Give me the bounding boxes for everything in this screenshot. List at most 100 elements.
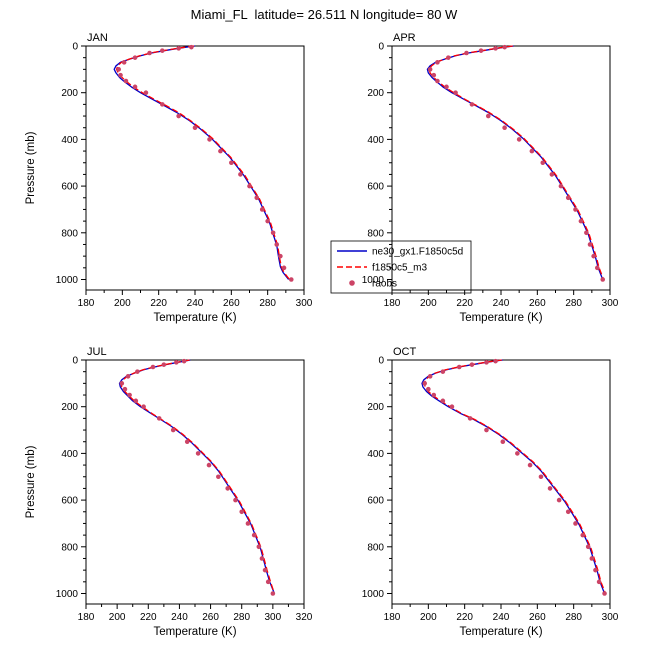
legend-marker-dot [349, 280, 355, 286]
x-axis-label: Temperature (K) [459, 312, 542, 324]
y-tick-label: 200 [367, 402, 384, 413]
obs-point [589, 556, 595, 561]
obs-point [259, 556, 265, 561]
x-tick-label: 280 [259, 298, 276, 309]
x-tick-label: 260 [202, 612, 219, 623]
obs-point [422, 381, 428, 386]
x-tick-label: 180 [78, 298, 95, 309]
obs-point [259, 207, 265, 212]
x-tick-label: 260 [223, 298, 240, 309]
x-axis-label: Temperature (K) [459, 626, 542, 638]
x-tick-label: 280 [565, 612, 582, 623]
x-tick-label: 180 [78, 612, 95, 623]
obs-point [565, 509, 571, 515]
obs-point [449, 404, 455, 409]
x-tick-label: 200 [109, 612, 126, 623]
obs-point [229, 160, 234, 166]
x-tick-label: 300 [296, 298, 313, 309]
x-axis-label: Temperature (K) [153, 312, 236, 324]
obs-point [431, 72, 437, 78]
y-tick-label: 600 [367, 182, 384, 193]
obs-point [184, 439, 190, 445]
obs-point [254, 195, 260, 201]
obs-point [132, 55, 138, 60]
obs-point [547, 486, 553, 491]
series-raobs-points [422, 358, 607, 596]
obs-point [515, 451, 520, 456]
x-tick-label: 220 [150, 298, 167, 309]
obs-point [123, 78, 129, 84]
x-tick-label: 280 [233, 612, 250, 623]
obs-point [493, 358, 498, 364]
obs-point [170, 427, 176, 433]
series-raobs-points [427, 44, 606, 282]
y-tick-label: 1000 [56, 589, 79, 600]
panel-title: JAN [87, 32, 108, 44]
x-tick-label: 260 [529, 298, 546, 309]
obs-point [176, 113, 181, 119]
obs-point [538, 474, 544, 480]
obs-point [558, 183, 564, 189]
obs-point [502, 125, 507, 131]
obs-point [181, 358, 187, 364]
series-line-model2 [120, 359, 276, 594]
chart-canvas: ne30_gx1.F1850c5d f1850c5_m3 raobs JAN 180 20… [0, 26, 648, 649]
obs-point [594, 265, 600, 271]
obs-point [453, 90, 458, 95]
obs-point [440, 398, 446, 404]
y-tick-label: 600 [61, 496, 78, 507]
obs-point [233, 497, 238, 503]
panel-title: JUL [87, 346, 107, 358]
obs-point [484, 360, 489, 365]
obs-point [469, 362, 475, 367]
x-tick-label: 200 [420, 298, 437, 309]
series-line-model1 [118, 359, 276, 594]
y-tick-label: 1000 [362, 275, 385, 286]
obs-point [143, 90, 149, 95]
legend-label: f1850c5_m3 [372, 263, 427, 274]
y-tick-label: 200 [367, 88, 384, 99]
obs-point [467, 416, 473, 421]
obs-point [119, 381, 125, 386]
obs-point [251, 532, 257, 538]
obs-point [133, 398, 139, 404]
y-tick-label: 200 [61, 402, 78, 413]
obs-point [469, 102, 475, 107]
obs-point [444, 84, 449, 90]
x-tick-label: 180 [384, 298, 401, 309]
panel-jul: JUL 180 200 220 240 260 280 300 320 0 200 400 600 800… [25, 346, 313, 638]
obs-point [132, 84, 138, 90]
obs-point [150, 364, 156, 370]
obs-point [245, 521, 251, 526]
x-tick-label: 300 [265, 612, 282, 623]
y-tick-label: 400 [61, 135, 78, 146]
obs-point [529, 148, 535, 154]
obs-point [161, 362, 167, 367]
obs-point [270, 230, 276, 236]
panel-jan: JAN 180 200 220 240 260 280 300 0 200 400 600 800 100… [25, 32, 313, 324]
obs-point [247, 183, 252, 189]
obs-point [262, 567, 268, 573]
y-tick-label: 0 [378, 356, 384, 367]
obs-point [195, 451, 201, 456]
obs-point [274, 242, 280, 247]
obs-point [500, 439, 506, 445]
obs-point [118, 72, 123, 78]
obs-point [600, 277, 606, 282]
obs-point [565, 195, 571, 201]
obs-point [440, 369, 446, 374]
obs-point [431, 392, 437, 398]
obs-point [516, 137, 522, 142]
obs-point [192, 125, 198, 131]
x-tick-label: 220 [456, 612, 473, 623]
x-tick-label: 260 [529, 612, 546, 623]
obs-point [281, 265, 287, 271]
obs-point [493, 46, 498, 51]
obs-point [426, 386, 431, 392]
obs-point [270, 591, 276, 596]
obs-point [556, 497, 562, 503]
series-raobs-points [116, 44, 294, 282]
obs-point [484, 427, 489, 433]
